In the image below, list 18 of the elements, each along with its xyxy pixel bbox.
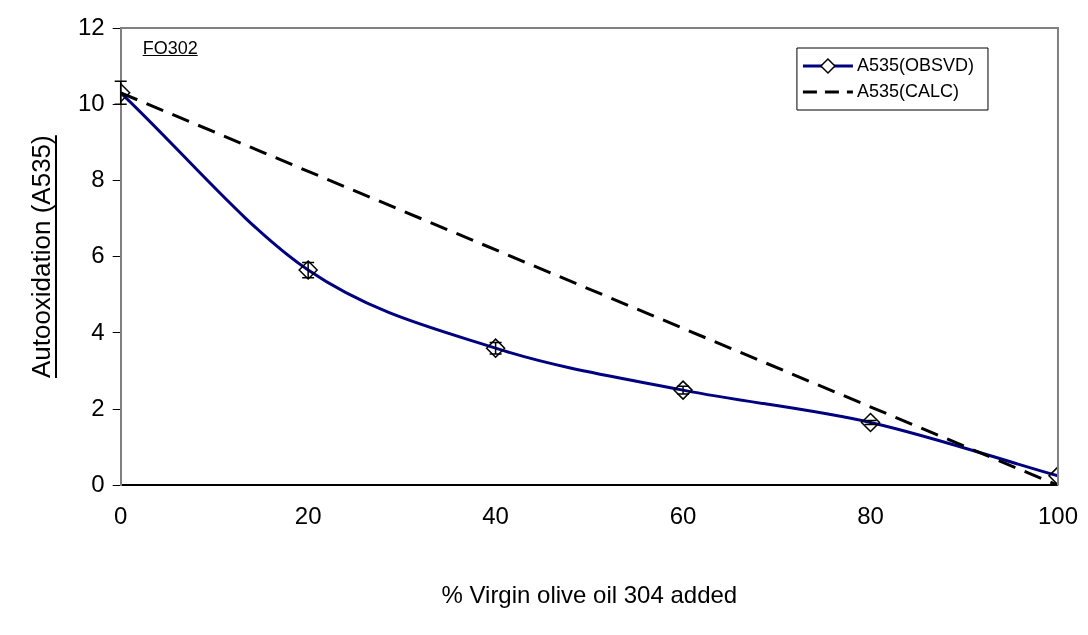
x-tick-label: 0	[114, 502, 128, 530]
annotation: FO302	[142, 38, 198, 59]
x-tick-label: 20	[294, 502, 322, 530]
y-tick-label: 2	[91, 393, 105, 421]
y-tick-label: 8	[91, 165, 105, 193]
x-tick-label: 80	[857, 502, 884, 530]
y-tick-label: 12	[77, 12, 105, 40]
legend-label: A535(CALC)	[856, 80, 959, 101]
x-tick-label: 40	[482, 502, 509, 530]
x-tick-label: 100	[1037, 502, 1078, 530]
legend-label: A535(OBSVD)	[856, 54, 974, 75]
x-axis-title: % Virgin olive oil 304 added	[441, 581, 738, 609]
y-axis-title: Autooxidation (A535)	[26, 135, 56, 379]
y-tick-label: 10	[77, 88, 105, 116]
y-tick-label: 0	[91, 470, 105, 498]
y-tick-label: 6	[91, 241, 105, 269]
y-tick-label: 4	[91, 317, 105, 345]
x-tick-label: 60	[669, 502, 697, 530]
